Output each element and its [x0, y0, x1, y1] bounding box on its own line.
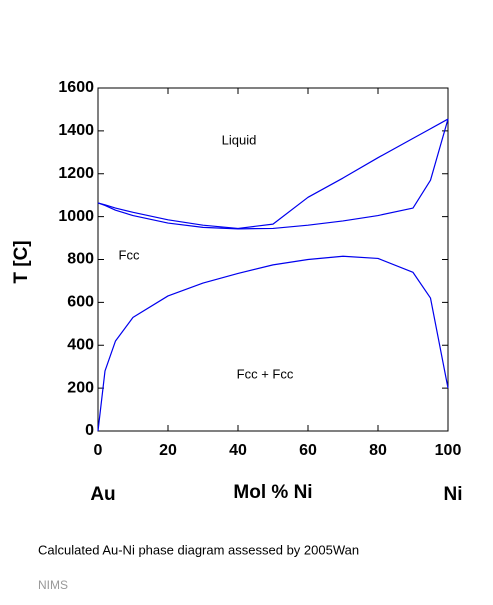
region-label: Fcc	[119, 247, 140, 262]
phase-boundary	[97, 255, 449, 432]
x-tick-label: 100	[435, 442, 462, 459]
x-axis-label: Mol % Ni	[233, 482, 312, 503]
phase-boundary	[97, 118, 449, 230]
x-tick-label: 40	[229, 442, 247, 459]
y-tick-label: 0	[85, 422, 94, 439]
y-tick-label: 1000	[58, 208, 94, 225]
region-label: Fcc + Fcc	[237, 366, 294, 381]
y-tick-label: 1600	[58, 79, 94, 96]
y-tick-label: 600	[67, 294, 94, 311]
x-tick-label: 60	[299, 442, 317, 459]
x-tick-label: 20	[159, 442, 177, 459]
y-tick-label: 200	[67, 379, 94, 396]
phase-boundary	[97, 118, 449, 230]
y-tick-label: 1200	[58, 165, 94, 182]
y-tick-label: 1400	[58, 122, 94, 139]
x-right-label: Ni	[444, 484, 463, 505]
caption: Calculated Au-Ni phase diagram assessed …	[38, 542, 359, 557]
x-left-label: Au	[90, 484, 115, 505]
source: NIMS	[38, 578, 68, 592]
y-tick-label: 800	[67, 251, 94, 268]
x-tick-label: 0	[94, 442, 103, 459]
x-tick-label: 80	[369, 442, 387, 459]
region-label: Liquid	[222, 132, 257, 147]
y-tick-label: 400	[67, 336, 94, 353]
y-axis-label: T [C]	[11, 240, 32, 283]
